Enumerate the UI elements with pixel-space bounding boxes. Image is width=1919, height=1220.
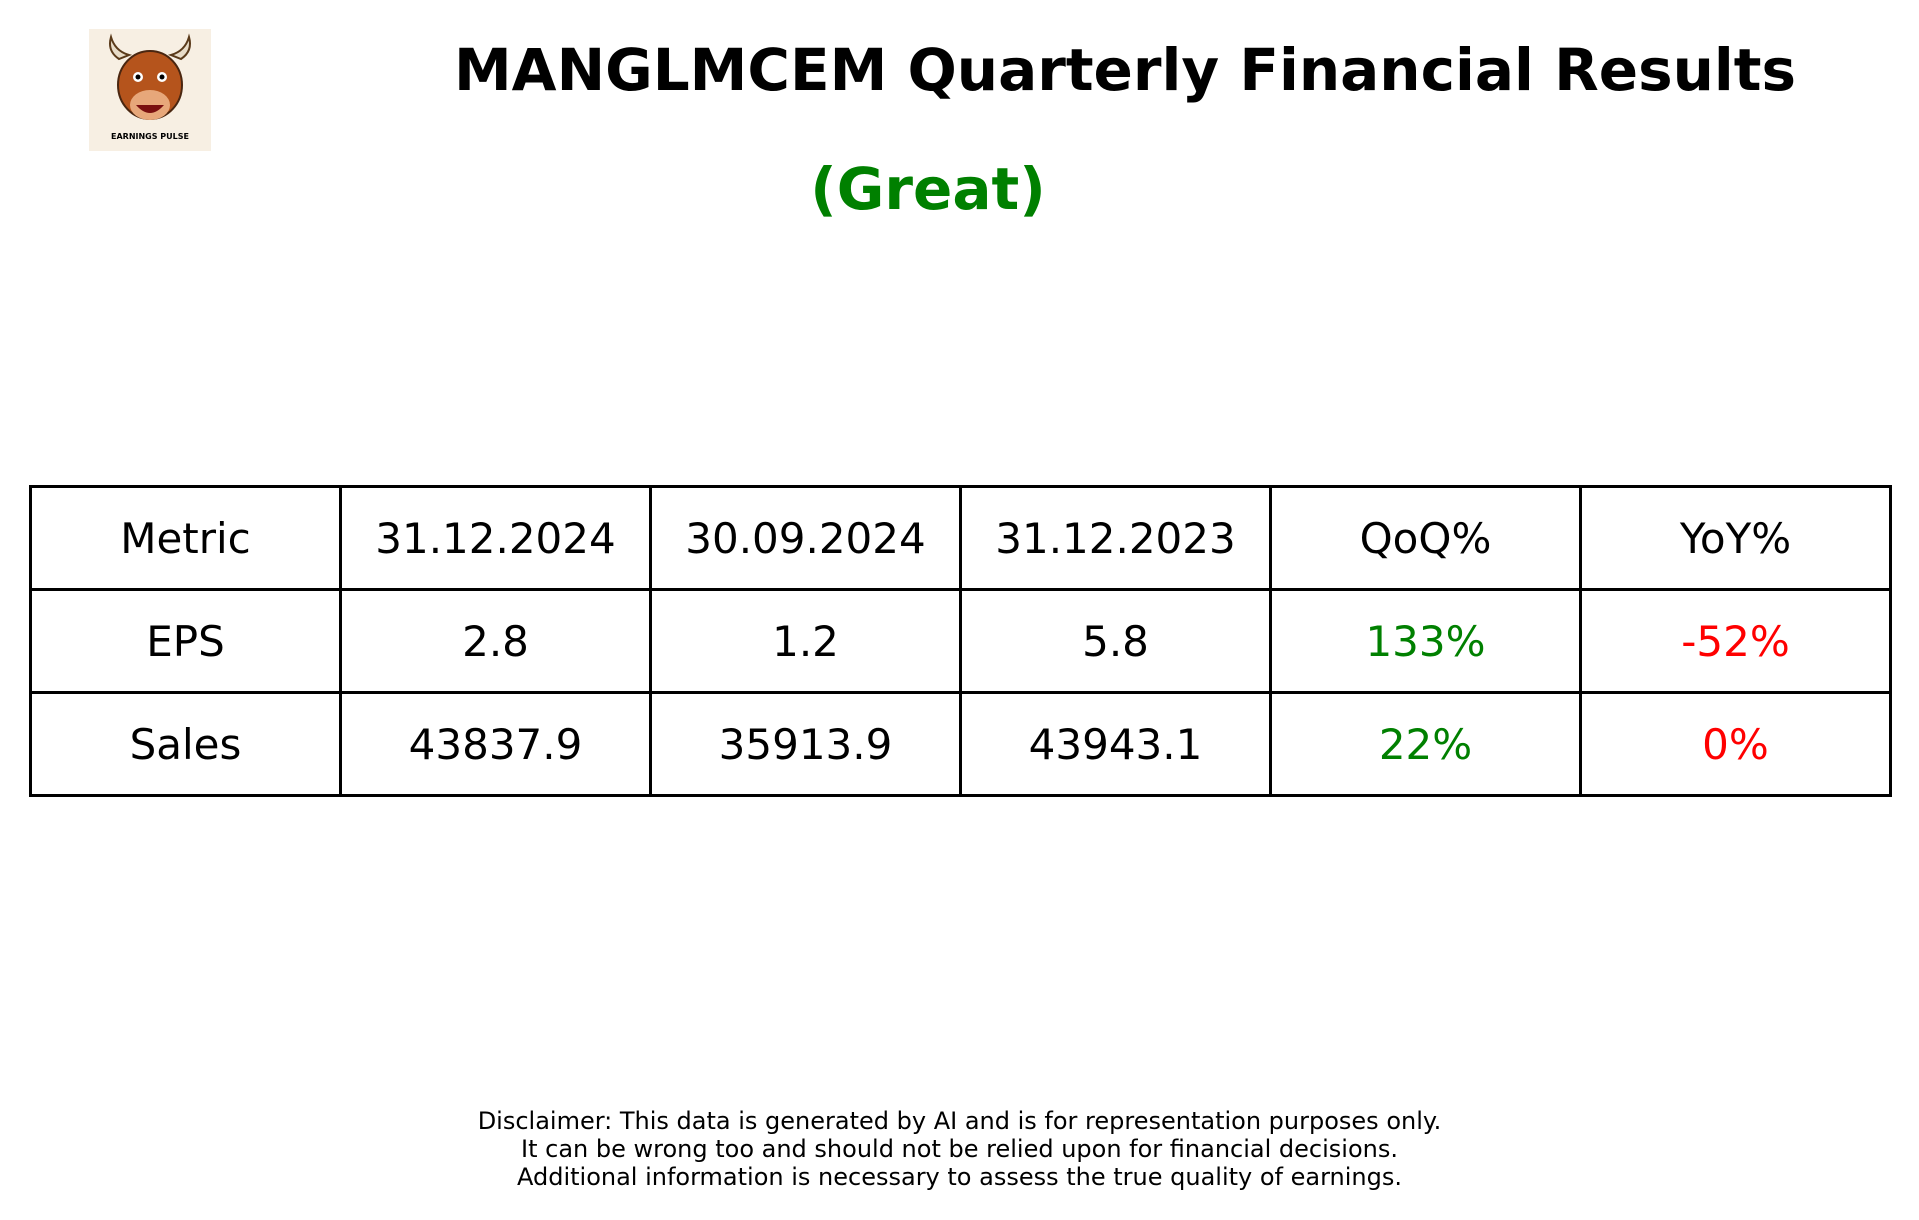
cell: 43837.9 xyxy=(339,691,652,797)
cell: 2.8 xyxy=(339,588,652,694)
row: EPS 2.8 1.2 5.8 133% -52% xyxy=(29,588,1892,694)
title: MANGLMCEM Quarterly Financial Results xyxy=(453,36,1797,104)
header-cell: 30.09.2024 xyxy=(649,485,962,591)
rating: (Great) xyxy=(810,155,1046,223)
header-cell: 31.12.2023 xyxy=(959,485,1272,591)
results-table: Metric 31.12.2024 30.09.2024 31.12.2023 … xyxy=(29,485,1892,797)
disclaimer-line: Disclaimer: This data is generated by AI… xyxy=(477,1107,1442,1135)
header-cell: QoQ% xyxy=(1269,485,1582,591)
cell: 43943.1 xyxy=(959,691,1272,797)
header-cell: YoY% xyxy=(1579,485,1892,591)
cell: -52% xyxy=(1579,588,1892,694)
header-cell: Metric xyxy=(29,485,342,591)
cell: 22% xyxy=(1269,691,1582,797)
logo-text: EARNINGS PULSE xyxy=(111,132,189,141)
disclaimer: Disclaimer: This data is generated by AI… xyxy=(0,1107,1919,1191)
header-row: Metric 31.12.2024 30.09.2024 31.12.2023 … xyxy=(29,485,1892,591)
disclaimer-line: Additional information is necessary to a… xyxy=(516,1163,1402,1191)
disclaimer-line: It can be wrong too and should not be re… xyxy=(521,1135,1398,1163)
cell: 5.8 xyxy=(959,588,1272,694)
cell: 35913.9 xyxy=(649,691,962,797)
cell: Sales xyxy=(29,691,342,797)
cell: 133% xyxy=(1269,588,1582,694)
cell: EPS xyxy=(29,588,342,694)
cell: 0% xyxy=(1579,691,1892,797)
header-cell: 31.12.2024 xyxy=(339,485,652,591)
row: Sales 43837.9 35913.9 43943.1 22% 0% xyxy=(29,691,1892,797)
logo: EARNINGS PULSE xyxy=(89,29,211,151)
cell: 1.2 xyxy=(649,588,962,694)
